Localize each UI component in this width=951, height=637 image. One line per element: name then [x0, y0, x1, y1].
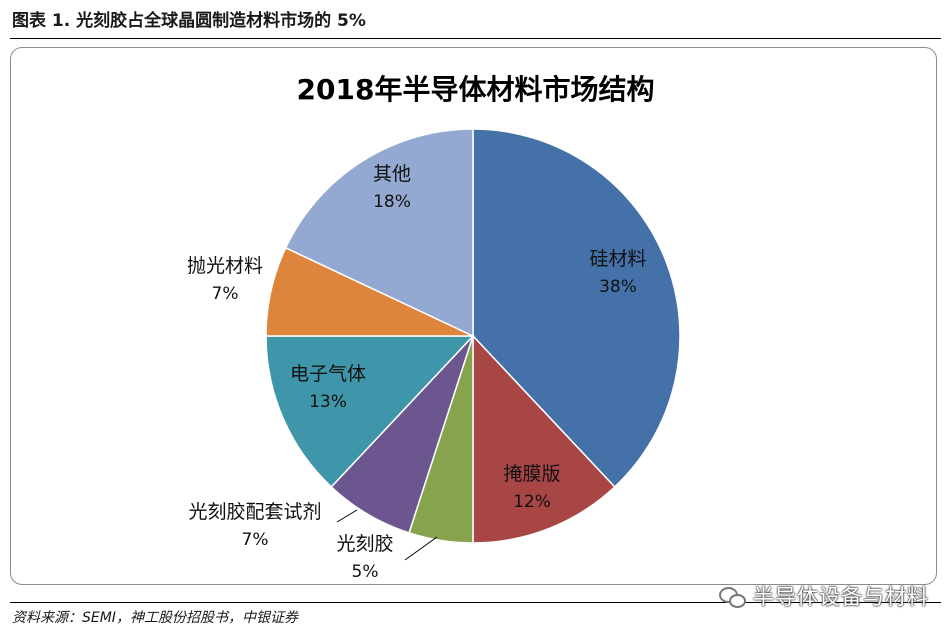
- watermark-text: 半导体设备与材料: [753, 585, 929, 609]
- leader-line-3: [404, 536, 438, 561]
- bottom-rule: [10, 602, 941, 603]
- slice-labels: 硅材料 38% 掩膜版 12% 光刻胶 5% 光刻胶配套试剂 7% 电子气体 13% 抛光材料 7% 其…: [187, 163, 647, 582]
- chart-title: 2018年半导体材料市场结构: [296, 73, 655, 106]
- figure-caption: 图表 1. 光刻胶占全球晶圆制造材料市场的 5%: [12, 11, 366, 31]
- slice-label-3: 光刻胶: [336, 533, 393, 555]
- top-rule: [10, 38, 941, 39]
- slice-label-7: 其他: [373, 163, 411, 185]
- pie-slice-2: [472, 334, 616, 544]
- leader-line-4: [336, 509, 358, 523]
- pie-slice-5: [265, 335, 475, 488]
- slice-value-5: 13%: [309, 392, 347, 412]
- slice-value-6: 7%: [212, 284, 239, 304]
- leader-lines: [336, 509, 438, 561]
- slice-label-6: 抛光材料: [187, 255, 263, 277]
- slice-label-2: 掩膜版: [503, 463, 560, 485]
- watermark: 半导体设备与材料: [719, 581, 929, 611]
- slice-value-4: 7%: [242, 530, 269, 550]
- pie-slices: [265, 128, 681, 544]
- slice-label-1: 硅材料: [589, 248, 646, 270]
- slice-value-1: 38%: [599, 277, 637, 297]
- slice-value-7: 18%: [373, 192, 411, 212]
- source-note: 资料来源：SEMI，神工股份招股书，中银证券: [12, 610, 298, 626]
- slice-value-3: 5%: [352, 562, 379, 582]
- wechat-icon: [719, 586, 746, 608]
- pie-slice-1: [472, 128, 681, 488]
- pie-slice-7: [284, 128, 474, 338]
- slice-label-4: 光刻胶配套试剂: [188, 501, 321, 523]
- slice-value-2: 12%: [513, 492, 551, 512]
- slice-label-5: 电子气体: [290, 363, 366, 385]
